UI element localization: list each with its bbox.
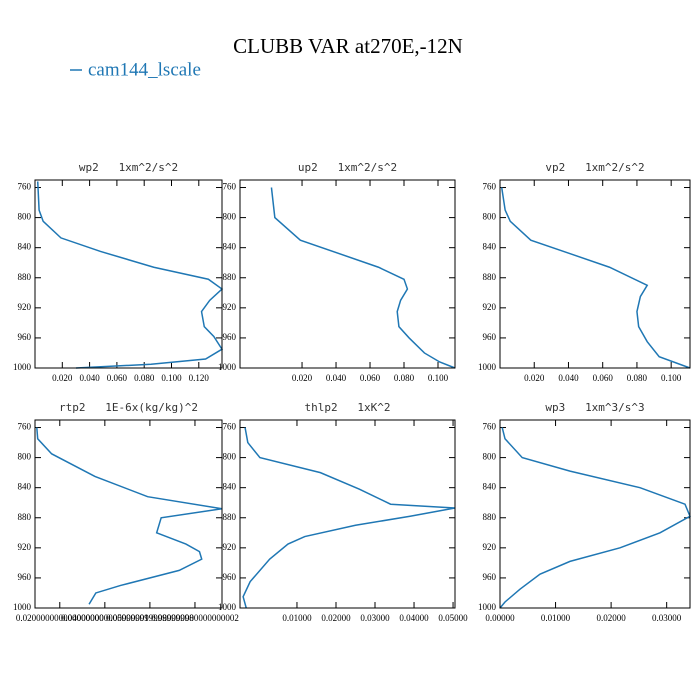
x-tick-label: 0.03000 <box>360 613 390 623</box>
plot-frame <box>239 419 456 609</box>
y-tick-label: 880 <box>18 512 32 522</box>
x-tick-label: 0.040 <box>558 373 579 383</box>
x-tick-label: 0.100 <box>428 373 449 383</box>
profile-line <box>36 181 224 369</box>
y-tick-label: 960 <box>483 332 497 342</box>
x-tick-label: 0.01000 <box>541 613 571 623</box>
panel-title: wp3 1xm^3/s^3 <box>545 401 644 414</box>
y-tick-label: 800 <box>483 212 497 222</box>
x-tick-label: 0.020 <box>52 373 73 383</box>
y-tick-label: 960 <box>483 572 497 582</box>
y-tick-label: 1000 <box>13 602 32 612</box>
x-tick-label: 0.040000000000000001 <box>61 613 149 623</box>
profile-line <box>500 187 691 369</box>
x-tick-label: 0.120 <box>189 373 210 383</box>
x-tick-label: 0.100 <box>661 373 682 383</box>
y-tick-label: 920 <box>483 302 497 312</box>
x-tick-label: 0.02000 <box>321 613 351 623</box>
y-tick-label: 920 <box>483 542 497 552</box>
y-tick-label: 760 <box>18 182 32 192</box>
x-tick-label: 0.020 <box>292 373 313 383</box>
plot-frame <box>499 179 691 369</box>
plot-frame <box>34 179 223 369</box>
y-tick-label: 880 <box>483 512 497 522</box>
x-tick-label: 0.060 <box>107 373 128 383</box>
profile-line <box>499 427 691 609</box>
y-tick-label: 840 <box>483 482 497 492</box>
x-tick-label: 0.02000 <box>596 613 626 623</box>
y-tick-label: 800 <box>223 212 237 222</box>
y-tick-label: 1000 <box>478 362 497 372</box>
profile-line <box>270 187 456 369</box>
y-tick-label: 920 <box>18 302 32 312</box>
x-tick-label: 0.01000 <box>282 613 312 623</box>
y-tick-label: 1000 <box>478 602 497 612</box>
y-tick-label: 960 <box>223 572 237 582</box>
x-tick-label: 0.100 <box>161 373 182 383</box>
y-tick-label: 800 <box>18 452 32 462</box>
y-tick-label: 880 <box>18 272 32 282</box>
y-tick-label: 840 <box>18 242 32 252</box>
x-tick-label: 0.040 <box>326 373 347 383</box>
x-tick-label: 0.03000 <box>652 613 682 623</box>
x-tick-label: 0.059999999999999998 <box>106 613 194 623</box>
y-tick-label: 920 <box>223 542 237 552</box>
y-tick-label: 760 <box>223 422 237 432</box>
y-tick-label: 960 <box>223 332 237 342</box>
y-tick-label: 960 <box>18 572 32 582</box>
y-tick-label: 800 <box>483 452 497 462</box>
y-tick-label: 1000 <box>13 362 32 372</box>
x-tick-label: 0.060 <box>360 373 381 383</box>
y-tick-label: 760 <box>223 182 237 192</box>
figure-title: CLUBB VAR at270E,-12N <box>233 34 463 58</box>
x-tick-label: 0.080 <box>627 373 648 383</box>
y-tick-label: 1000 <box>218 602 237 612</box>
profile-line <box>242 427 456 609</box>
y-tick-label: 840 <box>223 482 237 492</box>
profile-line <box>36 427 223 605</box>
y-tick-label: 760 <box>483 422 497 432</box>
x-tick-label: 0.020 <box>524 373 545 383</box>
x-tick-label: 0.080 <box>134 373 155 383</box>
y-tick-label: 800 <box>18 212 32 222</box>
x-tick-label: 0.04000 <box>399 613 429 623</box>
y-tick-label: 760 <box>483 182 497 192</box>
y-tick-label: 1000 <box>218 362 237 372</box>
x-tick-label: 0.00000 <box>485 613 515 623</box>
y-tick-label: 880 <box>483 272 497 282</box>
y-tick-label: 880 <box>223 512 237 522</box>
y-tick-label: 960 <box>18 332 32 342</box>
legend-label: cam144_lscale <box>88 59 201 80</box>
plot-frame <box>499 419 691 609</box>
x-tick-label: 0.020000000000000000 <box>16 613 104 623</box>
y-tick-label: 840 <box>18 482 32 492</box>
x-tick-label: 0.05000 <box>438 613 468 623</box>
panel-title: wp2 1xm^2/s^2 <box>79 161 178 174</box>
panel-title: thlp2 1xK^2 <box>304 401 390 414</box>
panel-title: rtp2 1E-6x(kg/kg)^2 <box>59 401 198 414</box>
x-tick-label: 0.040 <box>79 373 100 383</box>
y-tick-label: 800 <box>223 452 237 462</box>
y-tick-label: 920 <box>18 542 32 552</box>
panel-title: vp2 1xm^2/s^2 <box>545 161 644 174</box>
y-tick-label: 840 <box>483 242 497 252</box>
y-tick-label: 880 <box>223 272 237 282</box>
x-tick-label: 0.060 <box>593 373 614 383</box>
x-tick-label: 0.080 <box>394 373 415 383</box>
y-tick-label: 920 <box>223 302 237 312</box>
y-tick-label: 840 <box>223 242 237 252</box>
panel-title: up2 1xm^2/s^2 <box>298 161 397 174</box>
plot-frame <box>34 419 223 609</box>
x-tick-label: 0.080000000000000002 <box>151 613 239 623</box>
y-tick-label: 760 <box>18 422 32 432</box>
plot-frame <box>239 179 456 369</box>
